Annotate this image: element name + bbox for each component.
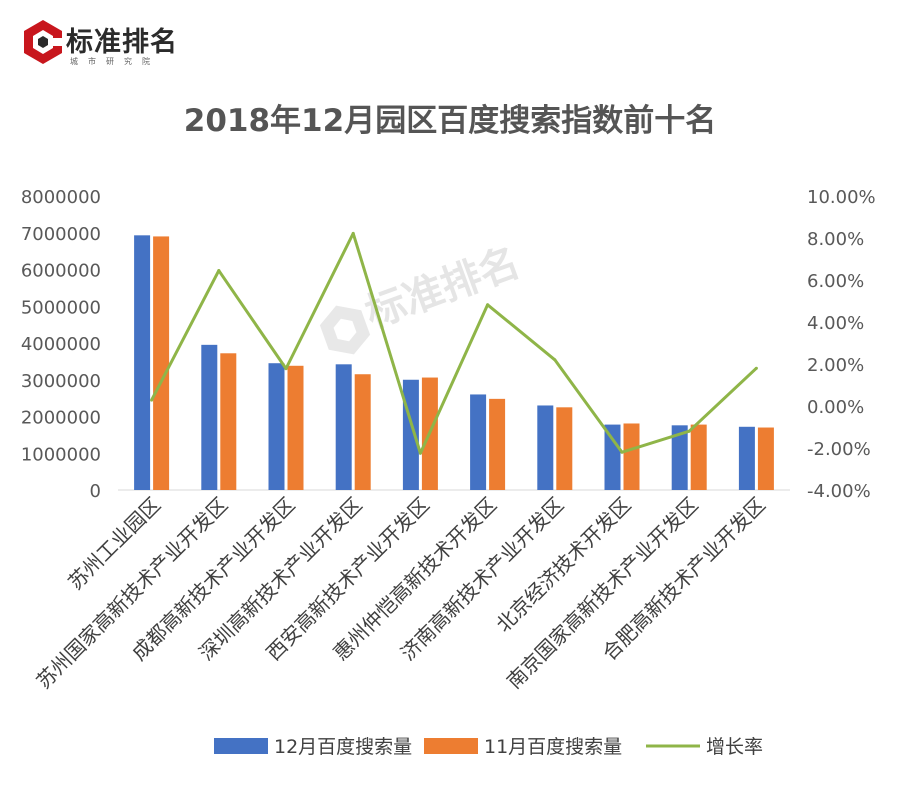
bar-november <box>153 236 170 490</box>
right-axis-tick-label: -4.00% <box>807 481 871 502</box>
growth-rate-point <box>687 429 691 433</box>
bar-december <box>537 405 554 490</box>
left-axis-tick-label: 4000000 <box>21 334 101 355</box>
legend-label: 11月百度搜索量 <box>484 736 622 758</box>
bar-november <box>623 423 640 490</box>
axes: 0 1000000 2000000 3000000 4000000 5000000 6000… <box>21 187 876 502</box>
growth-rate-line <box>150 231 758 455</box>
bar-december <box>738 426 755 490</box>
left-axis-tick-label: 8000000 <box>21 187 101 208</box>
legend-label: 12月百度搜索量 <box>274 736 412 758</box>
watermark: 标准排名 <box>319 239 526 355</box>
bar-december <box>470 394 487 490</box>
growth-rate-point <box>553 358 557 362</box>
watermark-text: 标准排名 <box>360 239 526 337</box>
cube-logo-icon <box>24 20 64 64</box>
right-axis-tick-label: 2.00% <box>807 355 864 376</box>
right-axis-tick-label: 0.00% <box>807 397 864 418</box>
bar-december <box>201 344 218 490</box>
growth-line <box>150 231 758 455</box>
legend: 12月百度搜索量 11月百度搜索量 增长率 <box>214 736 763 758</box>
growth-rate-point <box>754 366 758 370</box>
bar-november <box>556 407 573 490</box>
bars <box>134 235 774 490</box>
left-axis-tick-label: 2000000 <box>21 408 101 429</box>
left-axis-tick-label: 0 <box>90 481 101 502</box>
left-axis-tick-label: 1000000 <box>21 444 101 465</box>
category-labels: 苏州工业园区苏州国家高新技术产业开发区成都高新技术产业开发区深圳高新技术产业开发… <box>32 493 770 694</box>
growth-rate-point <box>217 269 221 273</box>
bar-december <box>134 235 151 490</box>
right-axis-tick-label: 10.00% <box>807 187 876 208</box>
left-axis-tick-label: 7000000 <box>21 224 101 245</box>
bar-november <box>287 365 304 490</box>
bar-december <box>268 363 285 490</box>
bar-december <box>402 379 419 490</box>
bar-november <box>489 398 506 490</box>
legend-swatch <box>424 738 478 754</box>
left-axis-tick-label: 3000000 <box>21 371 101 392</box>
bar-november <box>690 424 707 490</box>
bar-december <box>671 425 688 490</box>
legend-label: 增长率 <box>706 736 763 758</box>
right-axis-tick-label: -2.00% <box>807 439 871 460</box>
growth-rate-point <box>284 367 288 371</box>
growth-rate-point <box>620 450 624 454</box>
left-axis-tick-label: 5000000 <box>21 297 101 318</box>
brand-logo: 标准排名 城市研究院 <box>22 18 222 72</box>
brand-name: 标准排名 <box>66 27 178 58</box>
legend-swatch <box>214 738 268 754</box>
brand-subtitle: 城市研究院 <box>70 57 160 66</box>
bar-november <box>220 353 237 490</box>
bar-december <box>604 424 621 490</box>
bar-november <box>757 427 774 490</box>
growth-rate-point <box>150 398 154 402</box>
growth-rate-point <box>418 451 422 455</box>
right-axis-tick-label: 6.00% <box>807 271 864 292</box>
chart-title: 2018年12月园区百度搜索指数前十名 <box>184 103 716 139</box>
bar-november <box>354 374 371 490</box>
right-axis-tick-label: 8.00% <box>807 229 864 250</box>
right-axis-tick-label: 4.00% <box>807 313 864 334</box>
growth-rate-point <box>486 303 490 307</box>
growth-rate-point <box>351 231 355 235</box>
bar-december <box>335 364 352 490</box>
left-axis-tick-label: 6000000 <box>21 261 101 282</box>
